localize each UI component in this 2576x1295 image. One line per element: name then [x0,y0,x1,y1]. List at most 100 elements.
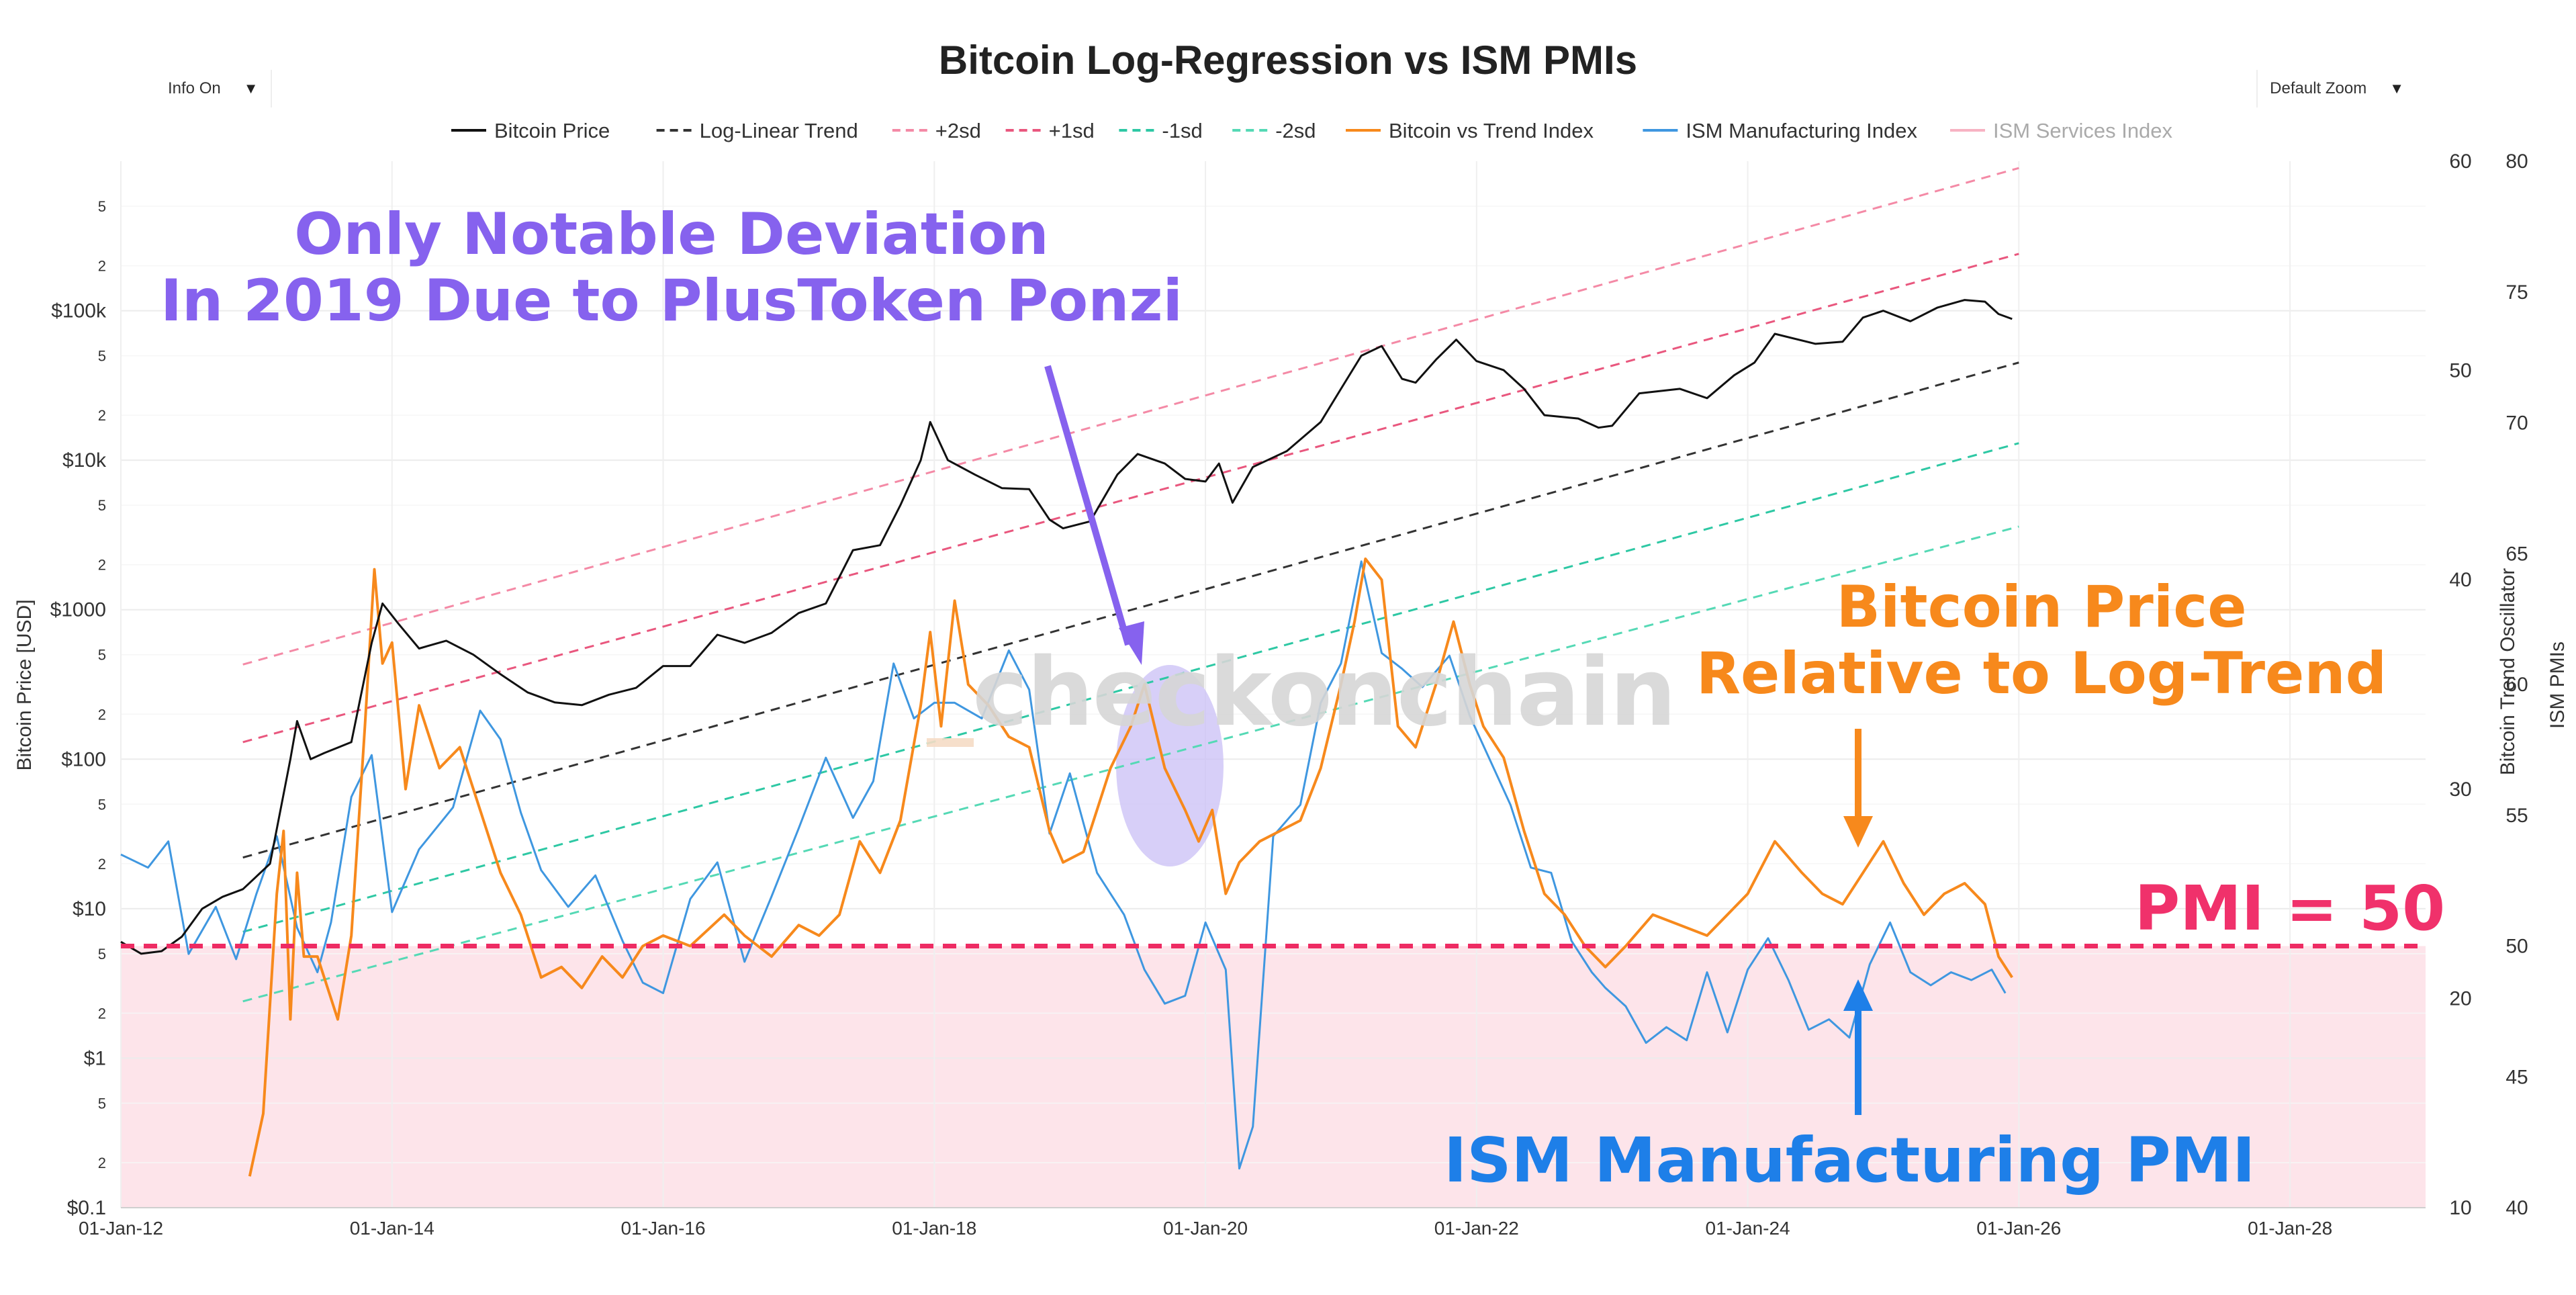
price-tick-label: $10 [73,898,106,920]
price-tick-label: $10k [62,449,107,472]
legend-label: Log-Linear Trend [700,119,858,142]
trend-bands [242,167,2019,1003]
y-axis-price-ticks: $0.1 $1 $10 $100 $1000 $10k $100k 2 5 2 5 2 5 2 5 2 5 2 5 2… [50,198,107,1219]
price-minor-tick-label: 5 [98,1095,106,1112]
ism-arrowhead [1843,979,1873,1011]
annotation-arrows [1044,365,1873,1115]
gridlines [120,161,2426,1208]
legend-item: -1sd [1119,119,1203,142]
price-minor-tick-label: 5 [98,348,106,365]
checkonchain-watermark: _checkonchain [927,638,1677,748]
x-tick-label: 01-Jan-22 [1434,1218,1519,1239]
pmi-below-50-shade [121,946,2426,1208]
x-tick-label: 01-Jan-26 [1976,1218,2061,1239]
price-minor-tick-label: 5 [98,946,106,963]
plus1sd-band-line [242,253,2019,744]
btc-annotation-line2: Relative to Log-Trend [1696,639,2387,707]
bitcoin-vs-trend-index-line [248,557,2013,1177]
price-minor-tick-label: 2 [98,258,106,275]
pmi-tick-label: 65 [2505,543,2528,565]
price-minor-tick-label: 5 [98,497,106,514]
bitcoin-price-line [120,299,2013,955]
oscillator-tick-label: 50 [2449,360,2471,382]
plustoken-annotation: Only Notable Deviation In 2019 Due to Pl… [134,202,1209,334]
zoom-label: Default Zoom [2270,79,2367,97]
oscillator-tick-label: 10 [2449,1197,2471,1219]
plustoken-annotation-line2: In 2019 Due to PlusToken Ponzi [160,267,1183,334]
pmi-50-annotation: PMI = 50 [2134,873,2446,944]
legend-label: ISM Services Index [1993,119,2173,142]
pmi-tick-label: 40 [2505,1197,2528,1219]
legend-item: +1sd [1005,119,1095,142]
x-tick-label: 01-Jan-20 [1163,1218,1248,1239]
plustoken-arrowhead [1119,621,1144,665]
price-minor-tick-label: 5 [98,647,106,664]
btc-annotation-line1: Bitcoin Price [1836,574,2247,641]
plustoken-arrow [1044,365,1132,646]
price-minor-tick-label: 2 [98,557,106,574]
trend-band-line [242,361,2019,859]
price-minor-tick-label: 5 [98,198,106,215]
ism-manufacturing-line [120,560,2007,1170]
oscillator-tick-label: 30 [2449,778,2471,801]
x-tick-label: 01-Jan-24 [1706,1218,1790,1239]
legend-item: Bitcoin vs Trend Index [1346,119,1594,142]
pmi-tick-label: 45 [2505,1066,2528,1088]
zoom-dropdown[interactable]: Default Zoom ▼ [2256,70,2416,107]
watermark-underscore: _ [927,638,974,748]
pmi-tick-label: 60 [2505,674,2528,696]
x-tick-label: 01-Jan-16 [620,1218,705,1239]
legend-label: -2sd [1275,119,1316,142]
x-tick-label: 01-Jan-18 [892,1218,976,1239]
x-tick-label: 01-Jan-12 [79,1218,163,1239]
legend-label: +1sd [1049,119,1095,142]
legend: Bitcoin Price Log-Linear Trend +2sd +1sd -1s… [451,119,2173,142]
chevron-down-icon: ▼ [2389,80,2404,97]
chevron-down-icon: ▼ [243,80,259,97]
pmi-tick-label: 55 [2505,805,2528,827]
x-tick-label: 01-Jan-28 [2248,1218,2332,1239]
x-tick-label: 01-Jan-14 [350,1218,434,1239]
legend-label: Bitcoin Price [494,119,610,142]
price-minor-tick-label: 5 [98,796,106,813]
legend-item: ISM Manufacturing Index [1643,119,1918,142]
price-minor-tick-label: 2 [98,856,106,873]
price-minor-tick-label: 2 [98,706,106,723]
plustoken-annotation-line1: Only Notable Deviation [294,201,1049,268]
y-axis-pmi-ticks: 40 45 50 55 60 65 70 75 80 [2505,150,2528,1219]
legend-item: ISM Services Index [1950,119,2173,142]
pmi-tick-label: 70 [2505,412,2528,435]
price-tick-label: $100k [51,300,107,322]
x-axis-ticks: 01-Jan-12 01-Jan-14 01-Jan-16 01-Jan-18 01-J… [79,1218,2332,1239]
legend-label: -1sd [1162,119,1202,142]
minus2sd-band-line [242,525,2019,1003]
price-tick-label: $0.1 [67,1197,106,1219]
series-lines [120,299,2013,1177]
ism-manufacturing-annotation: ISM Manufacturing PMI [1444,1124,2256,1196]
y-axis-price-label: Bitcoin Price [USD] [13,599,36,770]
chart-title: Bitcoin Log-Regression vs ISM PMIs [939,38,1637,83]
oscillator-tick-label: 60 [2449,150,2471,173]
pmi-tick-label: 75 [2505,281,2528,304]
minus1sd-band-line [242,442,2019,933]
price-tick-label: $100 [61,748,106,770]
info-toggle-dropdown[interactable]: Info On ▼ [156,70,272,107]
price-minor-tick-label: 2 [98,1005,106,1022]
legend-item: Log-Linear Trend [656,119,858,142]
legend-label: +2sd [935,119,981,142]
y-axis-oscillator-ticks: 10 20 30 40 50 60 [2449,150,2471,1219]
y-axis-pmi-label: ISM PMIs [2546,641,2569,729]
pmi-tick-label: 50 [2505,936,2528,958]
btc-relative-annotation: Bitcoin Price Relative to Log-Trend [1639,574,2444,707]
legend-label: Bitcoin vs Trend Index [1389,119,1594,142]
price-minor-tick-label: 2 [98,1155,106,1171]
legend-item: Bitcoin Price [451,119,610,142]
oscillator-tick-label: 40 [2449,569,2471,591]
legend-item: +2sd [892,119,981,142]
legend-label: ISM Manufacturing Index [1686,119,1917,142]
price-tick-label: $1 [84,1047,106,1069]
plustoken-highlight-ellipse [1116,665,1224,866]
price-minor-tick-label: 2 [98,407,106,424]
y-axis-oscillator-label: Bitcoin Trend Oscillator [2497,568,2519,775]
